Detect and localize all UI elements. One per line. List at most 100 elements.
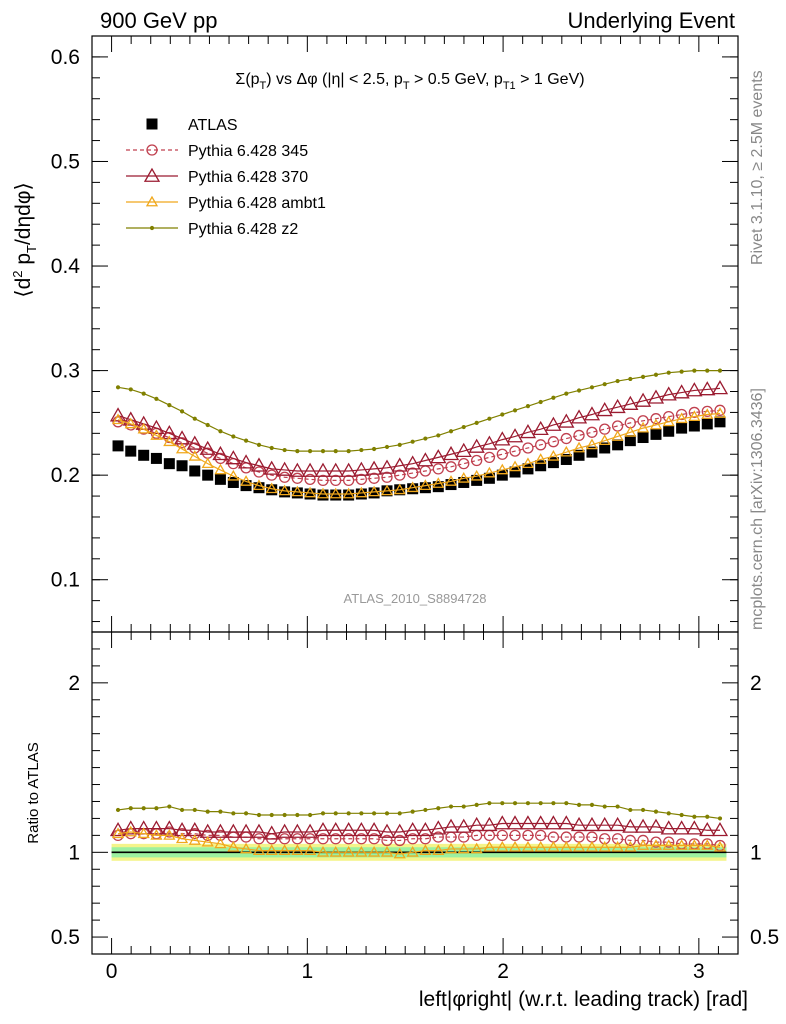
data-point-atlas — [522, 463, 534, 475]
data-point-pythia-6-428-ambt1 — [214, 463, 227, 475]
data-point-pythia-6-428-345 — [304, 473, 316, 485]
ratio-point-pythia-6-428-ambt1 — [214, 837, 227, 849]
ratio-point-pythia-6-428-370 — [225, 823, 242, 838]
ratio-point-pythia-6-428-z2 — [436, 806, 441, 811]
ratio-point-pythia-6-428-370 — [647, 818, 665, 833]
data-point-pythia-6-428-z2 — [500, 412, 505, 417]
mcplots-label: mcplots.cern.ch [arXiv:1306.3436] — [749, 388, 766, 630]
legend-marker-pythia-6-428-z2 — [149, 225, 155, 231]
ratio-point-pythia-6-428-z2 — [487, 801, 492, 806]
data-point-pythia-6-428-370 — [404, 455, 421, 470]
data-point-pythia-6-428-z2 — [295, 449, 300, 454]
y-tick-label: 0.5 — [51, 926, 80, 949]
analysis-watermark: ATLAS_2010_S8894728 — [344, 591, 487, 606]
data-point-pythia-6-428-370 — [353, 461, 370, 476]
data-point-pythia-6-428-z2 — [397, 442, 402, 447]
y-tick-label: 0.6 — [51, 46, 80, 69]
data-point-atlas — [509, 466, 521, 478]
ratio-point-pythia-6-428-ambt1 — [406, 846, 419, 857]
data-point-pythia-6-428-370 — [699, 381, 716, 396]
ratio-point-pythia-6-428-z2 — [564, 801, 569, 806]
ratio-point-pythia-6-428-ambt1 — [457, 842, 470, 854]
data-point-atlas — [701, 418, 713, 430]
data-point-pythia-6-428-ambt1 — [137, 422, 150, 434]
data-point-atlas — [125, 445, 137, 457]
data-point-atlas — [202, 469, 214, 481]
data-point-pythia-6-428-370 — [109, 407, 127, 422]
ratio-point-pythia-6-428-370 — [430, 820, 447, 835]
data-point-pythia-6-428-370 — [276, 461, 293, 476]
data-point-pythia-6-428-z2 — [653, 372, 659, 377]
data-point-pythia-6-428-ambt1 — [201, 457, 214, 469]
ratio-line-pythia-6-428-z2 — [117, 802, 721, 820]
data-point-pythia-6-428-370 — [532, 420, 549, 436]
ratio-point-pythia-6-428-345 — [496, 829, 508, 842]
data-point-pythia-6-428-370 — [199, 440, 216, 455]
ratio-point-pythia-6-428-345 — [355, 833, 368, 845]
data-point-pythia-6-428-ambt1 — [188, 450, 201, 461]
data-point-pythia-6-428-z2 — [487, 416, 492, 421]
ratio-point-pythia-6-428-z2 — [551, 801, 556, 806]
data-point-pythia-6-428-370 — [622, 395, 639, 410]
ratio-point-pythia-6-428-z2 — [653, 809, 659, 814]
data-point-pythia-6-428-ambt1 — [636, 421, 650, 433]
ratio-point-pythia-6-428-ambt1 — [316, 846, 330, 857]
data-point-atlas — [138, 449, 150, 461]
ratio-point-pythia-6-428-ambt1 — [150, 829, 163, 840]
ratio-point-pythia-6-428-z2 — [423, 807, 428, 813]
data-point-pythia-6-428-z2 — [243, 438, 249, 443]
ratio-point-pythia-6-428-ambt1 — [508, 840, 522, 852]
series-line-pythia-6-428-z2 — [117, 369, 720, 452]
data-point-pythia-6-428-ambt1 — [457, 471, 470, 483]
data-point-pythia-6-428-z2 — [576, 388, 582, 393]
data-point-pythia-6-428-345 — [202, 447, 214, 459]
ratio-point-pythia-6-428-345 — [650, 836, 662, 848]
ratio-point-pythia-6-428-370 — [289, 823, 306, 838]
y-tick-label: 2 — [68, 672, 80, 695]
x-tick-label: 2 — [497, 960, 509, 983]
data-point-atlas — [368, 487, 380, 499]
data-point-pythia-6-428-z2 — [448, 429, 454, 434]
ratio-point-pythia-6-428-z2 — [205, 809, 210, 814]
legend-label-atlas: ATLAS — [188, 117, 238, 134]
legend: ATLAS Pythia 6.428 345 Pythia 6.428 370 Pyt… — [126, 117, 326, 238]
ratio-point-pythia-6-428-ambt1 — [291, 844, 304, 856]
ratio-point-pythia-6-428-ambt1 — [534, 840, 547, 852]
ratio-point-pythia-6-428-345 — [202, 829, 214, 842]
data-point-pythia-6-428-ambt1 — [624, 425, 637, 437]
data-point-pythia-6-428-345 — [599, 423, 611, 435]
ratio-point-pythia-6-428-370 — [686, 820, 703, 835]
legend-label-pythia-6-428-z2: Pythia 6.428 z2 — [188, 221, 298, 238]
ratio-point-pythia-6-428-z2 — [141, 806, 146, 811]
ratio-point-pythia-6-428-z2 — [282, 812, 287, 818]
data-point-atlas — [163, 458, 175, 470]
ratio-point-pythia-6-428-ambt1 — [688, 839, 701, 850]
data-point-pythia-6-428-z2 — [167, 403, 172, 408]
ratio-point-pythia-6-428-z2 — [525, 801, 531, 806]
ratio-point-pythia-6-428-z2 — [307, 812, 313, 818]
data-point-pythia-6-428-ambt1 — [150, 429, 163, 440]
data-point-pythia-6-428-345 — [675, 408, 688, 421]
data-point-pythia-6-428-370 — [365, 460, 383, 475]
data-point-atlas — [496, 469, 508, 481]
data-point-pythia-6-428-z2 — [269, 445, 274, 451]
ratio-point-pythia-6-428-345 — [278, 833, 291, 845]
data-point-atlas — [150, 452, 162, 464]
data-point-atlas — [176, 460, 188, 472]
data-point-pythia-6-428-z2 — [602, 382, 607, 387]
data-point-pythia-6-428-345 — [394, 469, 406, 481]
data-point-atlas — [547, 457, 559, 469]
legend-label-pythia-6-428-ambt1: Pythia 6.428 ambt1 — [188, 195, 326, 212]
data-point-pythia-6-428-z2 — [423, 436, 428, 441]
y-tick-label-right: 0.5 — [750, 926, 779, 949]
data-point-pythia-6-428-370 — [301, 462, 319, 477]
ratio-line-pythia-6-428-370 — [117, 822, 720, 835]
data-point-pythia-6-428-z2 — [551, 395, 556, 400]
ratio-point-pythia-6-428-370 — [545, 815, 562, 830]
data-point-pythia-6-428-370 — [430, 449, 447, 464]
data-point-atlas — [189, 465, 201, 477]
ratio-point-pythia-6-428-ambt1 — [496, 840, 509, 852]
ratio-point-pythia-6-428-ambt1 — [355, 846, 368, 857]
legend-marker-pythia-6-428-ambt1 — [145, 195, 159, 207]
ratio-point-pythia-6-428-ambt1 — [624, 840, 637, 852]
